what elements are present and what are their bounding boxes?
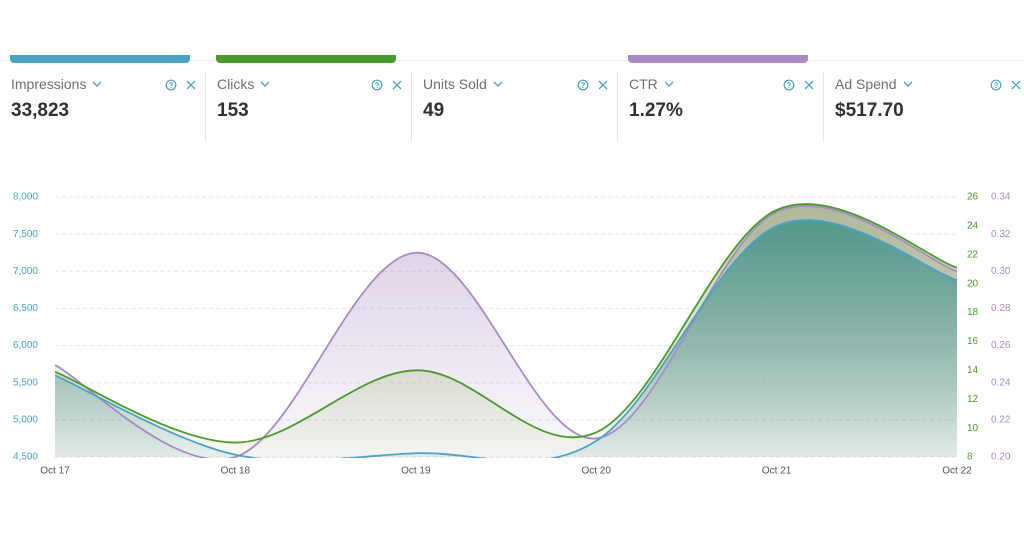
metric-card[interactable]: Ad Spend $517.70	[824, 72, 1024, 142]
header-divider	[0, 60, 1024, 61]
metric-tab[interactable]	[628, 55, 808, 63]
x-tick-label: Oct 18	[221, 466, 251, 477]
y-tick-label: 6,500	[13, 303, 38, 314]
chevron	[260, 81, 270, 87]
y3-tick-label: 0.26	[991, 340, 1011, 351]
y-tick-label: 5,500	[13, 377, 38, 388]
metric-value: 33,823	[11, 100, 70, 121]
close-icon[interactable]	[186, 80, 196, 90]
y3-tick-label: 0.20	[991, 452, 1011, 463]
y-tick-label: 8,000	[13, 192, 38, 203]
metric-label-row[interactable]: Units Sold	[423, 76, 503, 92]
y-tick-label: 5,000	[13, 414, 38, 425]
card-icons	[990, 79, 1021, 91]
metric-label: CTR	[629, 76, 658, 92]
metric-card[interactable]: Impressions 33,823	[0, 72, 206, 142]
metric-label: Impressions	[11, 76, 87, 92]
y-tick-label: 6,000	[13, 340, 38, 351]
help-icon[interactable]	[577, 79, 589, 91]
y3-tick-label: 0.28	[991, 303, 1011, 314]
close-icon[interactable]	[804, 80, 814, 90]
card-icons	[577, 79, 608, 91]
y2-tick-label: 20	[967, 278, 979, 289]
metric-label: Ad Spend	[835, 76, 897, 92]
card-icons	[165, 79, 196, 91]
y-tick-label: 7,000	[13, 266, 38, 277]
metric-tab[interactable]	[216, 55, 396, 63]
x-tick-label: Oct 21	[762, 466, 792, 477]
metric-label: Units Sold	[423, 76, 487, 92]
metric-value: 153	[217, 100, 249, 121]
y3-tick-label: 0.30	[991, 266, 1011, 277]
y2-tick-label: 8	[967, 452, 973, 463]
y2-tick-label: 26	[967, 192, 979, 203]
y3-tick-label: 0.24	[991, 377, 1011, 388]
metric-label-row[interactable]: Impressions	[11, 76, 102, 92]
metric-value: 49	[423, 100, 445, 121]
metric-value: 1.27%	[629, 100, 683, 121]
line	[54, 203, 958, 444]
chevron	[664, 81, 674, 87]
metric-actions	[990, 78, 1022, 96]
y2-tick-label: 22	[967, 249, 979, 260]
y2-tick-label: 10	[967, 423, 979, 434]
y2-tick-label: 18	[967, 307, 979, 318]
help-icon[interactable]	[371, 79, 383, 91]
x-tick-label: Oct 19	[401, 466, 431, 477]
close-icon[interactable]	[1011, 80, 1021, 90]
y-tick-label: 7,500	[13, 229, 38, 240]
metric-card[interactable]: Units Sold 49	[412, 72, 618, 142]
x-tick-label: Oct 17	[40, 466, 70, 477]
metric-card[interactable]: CTR 1.27%	[618, 72, 824, 142]
y3-tick-label: 0.22	[991, 414, 1011, 425]
metric-label-row[interactable]: Clicks	[217, 76, 270, 92]
help-icon[interactable]	[165, 79, 177, 91]
x-tick-label: Oct 22	[942, 466, 972, 477]
chevron	[493, 81, 503, 87]
y2-tick-label: 14	[967, 365, 979, 376]
y3-tick-label: 0.32	[991, 229, 1011, 240]
metric-label: Clicks	[217, 76, 255, 92]
x-tick-label: Oct 20	[581, 466, 611, 477]
close-icon[interactable]	[598, 80, 608, 90]
y3-tick-label: 0.34	[991, 192, 1011, 203]
metric-label-row[interactable]: Ad Spend	[835, 76, 913, 92]
area	[55, 220, 957, 458]
metric-actions	[577, 78, 609, 96]
close-icon[interactable]	[392, 80, 402, 90]
metric-label-row[interactable]: CTR	[629, 76, 674, 92]
card-icons	[783, 79, 814, 91]
line	[54, 219, 958, 458]
chevron	[903, 81, 912, 87]
metric-tab[interactable]	[10, 55, 190, 63]
chevron	[92, 81, 102, 87]
y2-tick-label: 24	[967, 221, 979, 232]
card-icons	[371, 79, 402, 91]
y2-tick-label: 12	[967, 394, 979, 405]
metric-actions	[165, 78, 197, 96]
metric-actions	[783, 78, 815, 96]
metric-card[interactable]: Clicks 153	[206, 72, 412, 142]
line	[54, 205, 958, 458]
y-tick-label: 4,500	[13, 452, 38, 463]
help-icon[interactable]	[990, 79, 1002, 91]
metric-actions	[371, 78, 403, 96]
y2-tick-label: 16	[967, 336, 979, 347]
help-icon[interactable]	[783, 79, 795, 91]
metric-value: $517.70	[835, 100, 904, 121]
